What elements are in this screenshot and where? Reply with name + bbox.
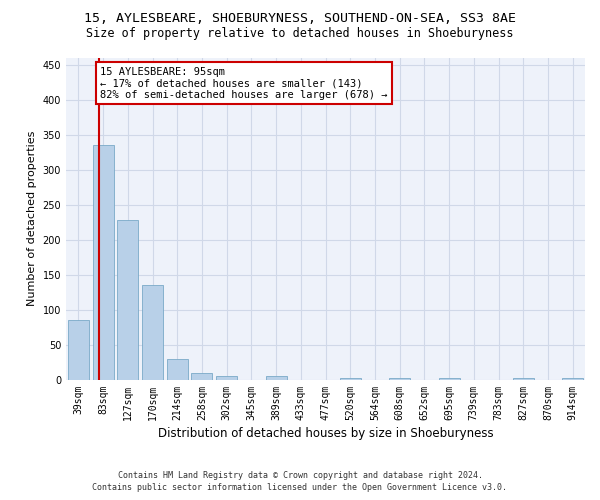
X-axis label: Distribution of detached houses by size in Shoeburyness: Distribution of detached houses by size … bbox=[158, 427, 493, 440]
Bar bbox=[142, 286, 163, 380]
Bar bbox=[389, 378, 410, 380]
Bar bbox=[92, 145, 113, 380]
Text: 15, AYLESBEARE, SHOEBURYNESS, SOUTHEND-ON-SEA, SS3 8AE: 15, AYLESBEARE, SHOEBURYNESS, SOUTHEND-O… bbox=[84, 12, 516, 26]
Bar bbox=[562, 378, 583, 380]
Bar bbox=[167, 359, 188, 380]
Bar bbox=[118, 220, 139, 380]
Bar bbox=[439, 378, 460, 380]
Text: Contains HM Land Registry data © Crown copyright and database right 2024.
Contai: Contains HM Land Registry data © Crown c… bbox=[92, 471, 508, 492]
Text: 15 AYLESBEARE: 95sqm
← 17% of detached houses are smaller (143)
82% of semi-deta: 15 AYLESBEARE: 95sqm ← 17% of detached h… bbox=[100, 66, 388, 100]
Text: Size of property relative to detached houses in Shoeburyness: Size of property relative to detached ho… bbox=[86, 28, 514, 40]
Bar bbox=[513, 378, 534, 380]
Bar bbox=[191, 373, 212, 380]
Bar bbox=[68, 320, 89, 380]
Bar bbox=[266, 376, 287, 380]
Bar bbox=[340, 378, 361, 380]
Bar bbox=[216, 376, 237, 380]
Y-axis label: Number of detached properties: Number of detached properties bbox=[27, 131, 37, 306]
